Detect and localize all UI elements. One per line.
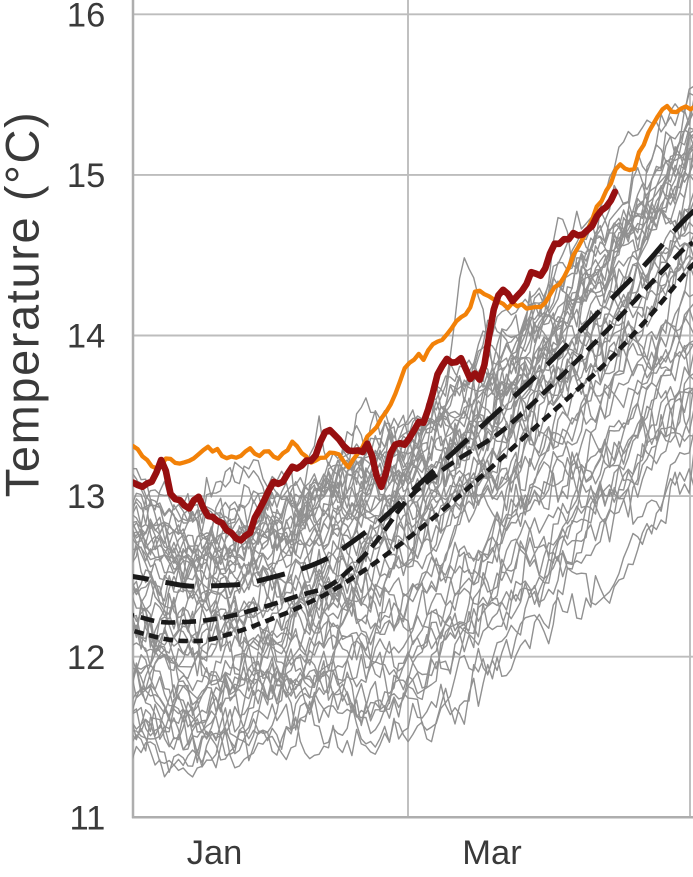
svg-text:Jan: Jan — [187, 834, 243, 872]
svg-text:12: 12 — [67, 639, 105, 677]
svg-text:13: 13 — [67, 478, 105, 516]
svg-text:15: 15 — [67, 157, 105, 195]
svg-text:Mar: Mar — [462, 834, 521, 872]
svg-text:14: 14 — [67, 318, 105, 356]
svg-text:Temperature (°C): Temperature (°C) — [0, 111, 49, 498]
svg-text:16: 16 — [67, 0, 105, 34]
svg-text:11: 11 — [69, 799, 105, 837]
